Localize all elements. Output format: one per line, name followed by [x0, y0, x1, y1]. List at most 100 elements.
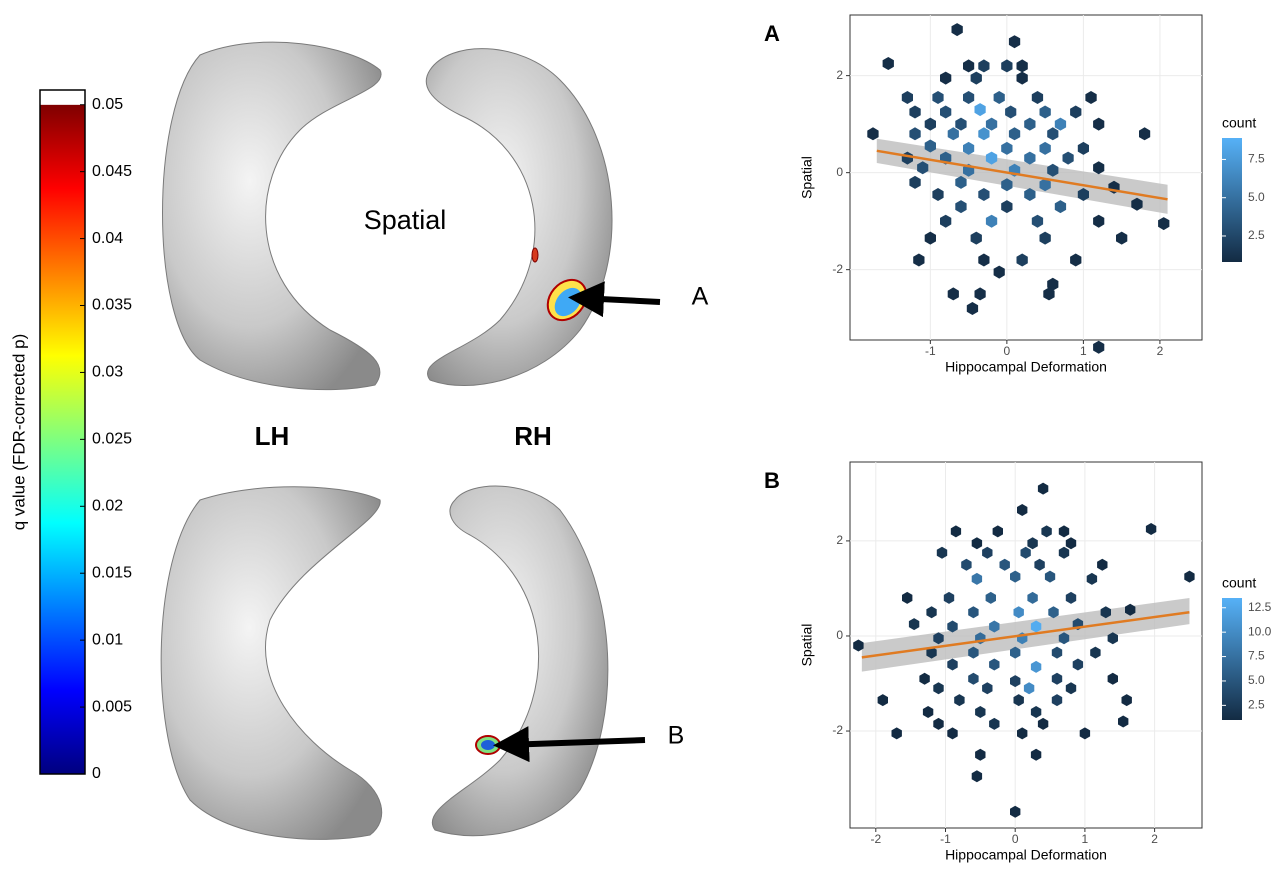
legend-tick-label: 7.5 — [1248, 649, 1265, 663]
hex-bin — [1016, 71, 1028, 85]
y-tick-label: 0 — [836, 628, 843, 642]
hex-bin — [926, 646, 937, 659]
hex-bin — [1030, 660, 1042, 673]
hex-bin — [1079, 727, 1091, 740]
hex-bin — [970, 231, 982, 245]
hex-bin — [1010, 646, 1021, 659]
shape-rh-top — [425, 48, 613, 386]
hex-bin — [1145, 523, 1157, 535]
hex-bin — [1077, 188, 1089, 201]
hex-bin — [954, 694, 965, 707]
hex-bin — [1047, 277, 1059, 291]
hex-bin — [1031, 214, 1044, 228]
legend-tick-label: 12.5 — [1248, 600, 1272, 614]
hex-bin — [1047, 127, 1059, 141]
hex-bin — [1001, 141, 1013, 155]
hex-bin — [1097, 558, 1108, 571]
hex-bin — [999, 558, 1010, 571]
hex-bin — [992, 525, 1003, 538]
hex-bin — [1008, 127, 1021, 141]
hex-bin — [947, 620, 958, 633]
hex-bin — [924, 139, 936, 153]
x-tick-label: -1 — [940, 832, 951, 846]
hex-bin — [1030, 748, 1042, 761]
legend-tick-label: 2.5 — [1248, 698, 1265, 712]
hex-bin — [901, 91, 913, 104]
x-tick-label: -2 — [870, 832, 881, 846]
x-tick-label: -1 — [925, 344, 936, 358]
hex-bin — [1030, 620, 1042, 633]
colorbar-tick-label: 0.045 — [92, 163, 132, 180]
hex-bin — [1118, 715, 1129, 728]
hex-bin — [989, 717, 1000, 730]
colorbar-tick-label: 0.03 — [92, 364, 123, 381]
x-axis-title: Hippocampal Deformation — [945, 847, 1107, 863]
hex-bin — [1058, 546, 1070, 559]
rh-label: RH — [514, 421, 552, 451]
hex-bin — [943, 591, 955, 604]
hex-bin — [985, 214, 998, 228]
colorbar-label: q value (FDR-corrected p) — [9, 334, 28, 531]
hex-bin — [1043, 287, 1055, 301]
hex-bin — [1077, 141, 1089, 155]
colorbar — [40, 104, 85, 775]
hex-bin — [982, 546, 993, 559]
hex-bin — [947, 287, 959, 301]
hex-bin — [1017, 727, 1028, 740]
hex-bin — [1093, 117, 1105, 131]
hex-bin — [909, 105, 921, 119]
hex-bin — [1184, 570, 1195, 583]
hex-bin — [993, 265, 1005, 279]
blob-b-inner — [481, 740, 495, 750]
hex-bin — [1001, 59, 1013, 73]
hex-bin — [1005, 105, 1017, 119]
hex-bin — [940, 71, 952, 85]
hex-bin — [947, 727, 958, 740]
hex-bin — [978, 188, 990, 201]
hex-bin — [982, 682, 993, 695]
hex-bin — [993, 91, 1005, 104]
hex-bin — [1039, 105, 1051, 119]
y-tick-label: -2 — [832, 262, 843, 276]
hex-bin — [1013, 694, 1024, 707]
hex-bin — [1010, 675, 1021, 688]
y-tick-label: -2 — [832, 723, 843, 737]
hex-bin — [1058, 525, 1070, 538]
hex-bin — [1085, 91, 1097, 104]
hex-bin — [1001, 178, 1013, 192]
hex-bin — [1048, 606, 1059, 619]
hex-bin — [933, 632, 944, 645]
hex-bin — [985, 151, 998, 165]
shape-rh-bottom — [432, 485, 609, 837]
hex-bin — [1010, 805, 1021, 818]
hex-bin — [1039, 231, 1051, 245]
legend-colorbar — [1222, 598, 1242, 720]
x-tick-label: 0 — [1004, 344, 1011, 358]
hex-bin — [933, 682, 944, 695]
hex-bin — [1039, 178, 1051, 192]
hex-bin — [853, 639, 864, 652]
lh-label: LH — [255, 421, 290, 451]
hex-bin — [1017, 504, 1028, 516]
colorbar-tick-label: 0.015 — [92, 564, 132, 581]
hex-bin — [974, 103, 986, 117]
hex-bin — [1024, 188, 1036, 201]
arrow-label: B — [668, 722, 685, 750]
hex-bin — [955, 117, 967, 131]
hex-bin — [975, 706, 986, 718]
colorbar-tick-label: 0.025 — [92, 431, 132, 448]
hex-bin — [902, 591, 913, 604]
hex-bin — [1107, 672, 1118, 685]
hex-bin — [891, 727, 902, 740]
hex-bin — [971, 770, 983, 783]
hex-bin — [882, 57, 894, 70]
hex-bin — [909, 127, 921, 141]
hex-bin — [924, 117, 936, 131]
legend-tick-label: 10.0 — [1248, 624, 1272, 638]
hex-bin — [1016, 59, 1028, 73]
legend-tick-label: 2.5 — [1248, 228, 1265, 242]
colorbar-tick-label: 0.035 — [92, 297, 132, 314]
hex-bin — [1020, 546, 1031, 559]
hex-bin — [1065, 591, 1077, 604]
